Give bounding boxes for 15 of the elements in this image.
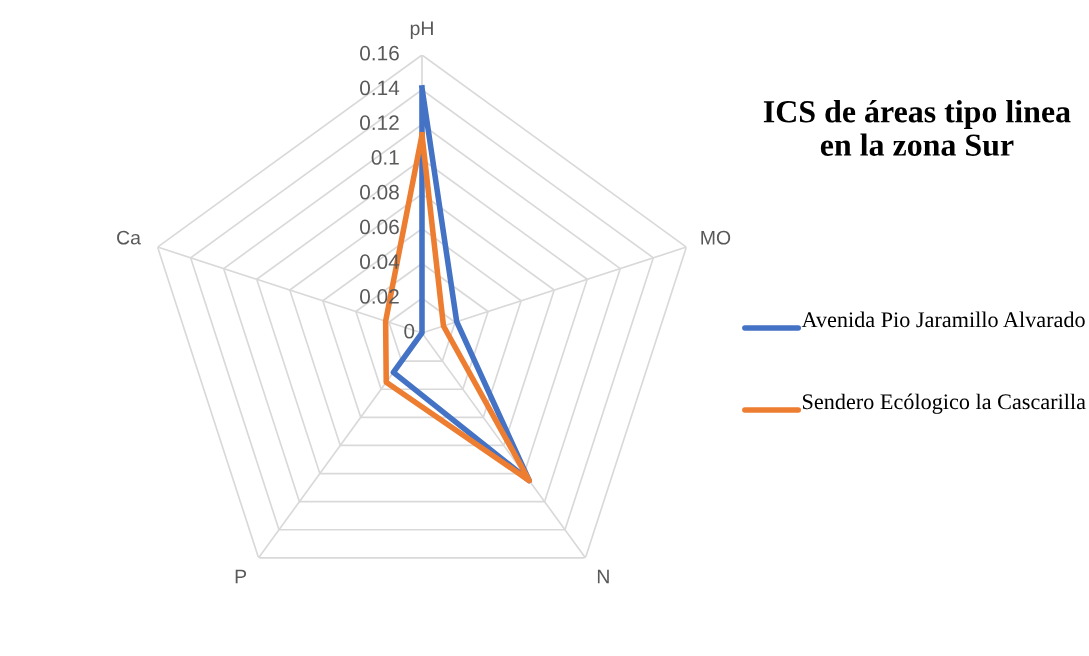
y-tick-label: 0.06: [360, 219, 399, 235]
spoke-label: N: [597, 569, 609, 584]
y-tick-label: 0.1: [371, 150, 399, 165]
spoke-label: P: [235, 569, 247, 584]
y-tick-label: 0.16: [360, 45, 399, 61]
text: ICS de áreas tipo linea en la zona Sur: [763, 100, 1071, 156]
y-tick-label: 0.12: [360, 115, 399, 131]
legend-label: Sendero Ecólogico la Cascarilla: [802, 393, 1086, 414]
y-tick-label: 0.14: [360, 80, 400, 96]
y-tick-label: 0.08: [360, 184, 399, 200]
spoke-label: MO: [701, 230, 731, 245]
y-tick-label: 0: [404, 323, 415, 339]
legend-label: Avenida Pio Jaramillo Alvarado: [801, 311, 1085, 328]
spoke-label: pH: [410, 21, 433, 40]
spoke-label: Ca: [117, 230, 141, 245]
